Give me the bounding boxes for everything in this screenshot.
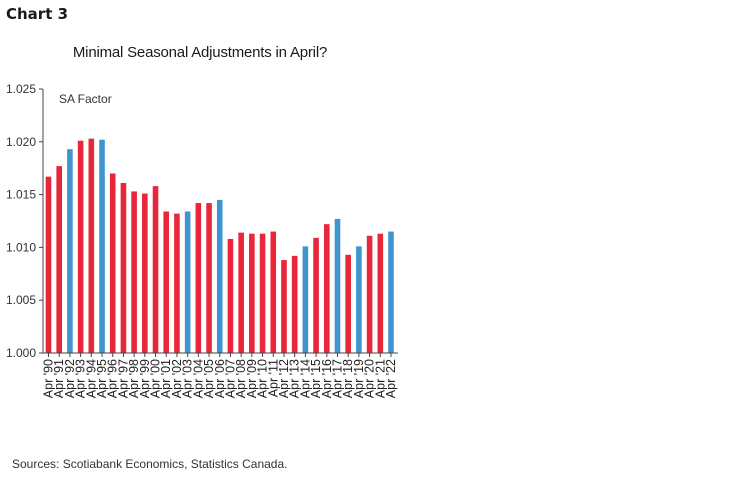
x-tick-label: Apr '00 xyxy=(149,359,163,398)
bar xyxy=(249,233,255,353)
bar xyxy=(99,139,105,353)
x-tick-label: Apr '21 xyxy=(373,359,387,398)
bar xyxy=(174,213,180,353)
bar xyxy=(45,176,52,353)
x-tick-label: Apr '08 xyxy=(234,359,248,398)
x-tick-label: Apr '06 xyxy=(213,359,227,398)
chart-title: Minimal Seasonal Adjustments in April? xyxy=(72,44,328,61)
bar xyxy=(281,260,287,353)
bar xyxy=(302,246,309,353)
x-tick-label: Apr '19 xyxy=(352,359,366,398)
x-tick-label: Apr '95 xyxy=(95,359,109,398)
x-tick-label: Apr '94 xyxy=(84,359,98,398)
bar xyxy=(142,193,148,353)
bar xyxy=(206,203,212,353)
x-tick-label: Apr '03 xyxy=(181,359,195,398)
x-tick-label: Apr '02 xyxy=(170,359,184,398)
bar xyxy=(334,218,341,353)
y-tick-label: 1.025 xyxy=(6,82,36,96)
y-tick-label: 1.005 xyxy=(6,293,36,307)
bar xyxy=(291,255,298,353)
bar xyxy=(88,138,95,353)
bar-series xyxy=(45,138,394,353)
x-tick-label: Apr '98 xyxy=(127,359,141,398)
bar xyxy=(56,166,62,353)
bar xyxy=(131,191,137,353)
x-tick-label: Apr '04 xyxy=(191,359,205,398)
y-tick-label: 1.000 xyxy=(6,346,36,360)
x-tick-label: Apr '96 xyxy=(106,359,120,398)
x-tick-label: Apr '01 xyxy=(159,359,173,398)
bar xyxy=(345,254,351,353)
y-tick-label: 1.015 xyxy=(6,188,36,202)
bar xyxy=(323,224,330,353)
x-tick-label: Apr '90 xyxy=(42,359,56,398)
bar xyxy=(377,233,384,353)
y-axis: 1.000 1.005 1.010 1.015 1.020 1.025 xyxy=(6,82,44,360)
x-tick-label: Apr '99 xyxy=(138,359,152,398)
x-tick-label: Apr '97 xyxy=(116,359,130,398)
bar xyxy=(67,149,73,353)
x-tick-label: Apr '11 xyxy=(266,359,280,397)
y-tick-label: 1.010 xyxy=(6,240,36,254)
bar xyxy=(238,232,244,353)
bar xyxy=(163,211,170,353)
x-tick-label: Apr '17 xyxy=(330,359,344,398)
x-tick-label: Apr '93 xyxy=(74,359,88,398)
source-note: Sources: Scotiabank Economics, Statistic… xyxy=(12,457,288,471)
bar xyxy=(366,235,373,353)
bar xyxy=(77,140,84,353)
y-tick-label: 1.020 xyxy=(6,135,36,149)
bar xyxy=(227,238,234,353)
x-tick-label: Apr '09 xyxy=(245,359,259,398)
x-tick-label: Apr '10 xyxy=(256,359,270,398)
x-tick-label: Apr '05 xyxy=(202,359,216,398)
x-tick-label: Apr '16 xyxy=(320,359,334,398)
bar xyxy=(184,211,191,353)
x-tick-label: Apr '92 xyxy=(63,359,77,398)
x-tick-label: Apr '12 xyxy=(277,359,291,398)
bar xyxy=(152,186,159,353)
x-tick-label: Apr '07 xyxy=(223,359,237,398)
bar xyxy=(195,203,202,353)
chart-number-label: Chart 3 xyxy=(6,5,69,23)
sa-factor-annotation: SA Factor xyxy=(59,92,112,106)
x-tick-label: Apr '14 xyxy=(298,359,312,398)
bar xyxy=(216,199,223,353)
x-tick-label: Apr '20 xyxy=(363,359,377,398)
bar xyxy=(313,237,319,353)
bar xyxy=(120,182,127,353)
x-tick-label: Apr '15 xyxy=(309,359,323,398)
x-tick-label: Apr '13 xyxy=(288,359,302,398)
bar xyxy=(388,231,394,353)
x-tick-label: Apr '18 xyxy=(341,359,355,398)
bar xyxy=(356,246,362,353)
x-tick-label: Apr '91 xyxy=(52,359,66,398)
bar xyxy=(259,233,266,353)
x-tick-label: Apr '22 xyxy=(384,359,398,398)
bar xyxy=(109,173,116,353)
bar xyxy=(270,231,277,353)
